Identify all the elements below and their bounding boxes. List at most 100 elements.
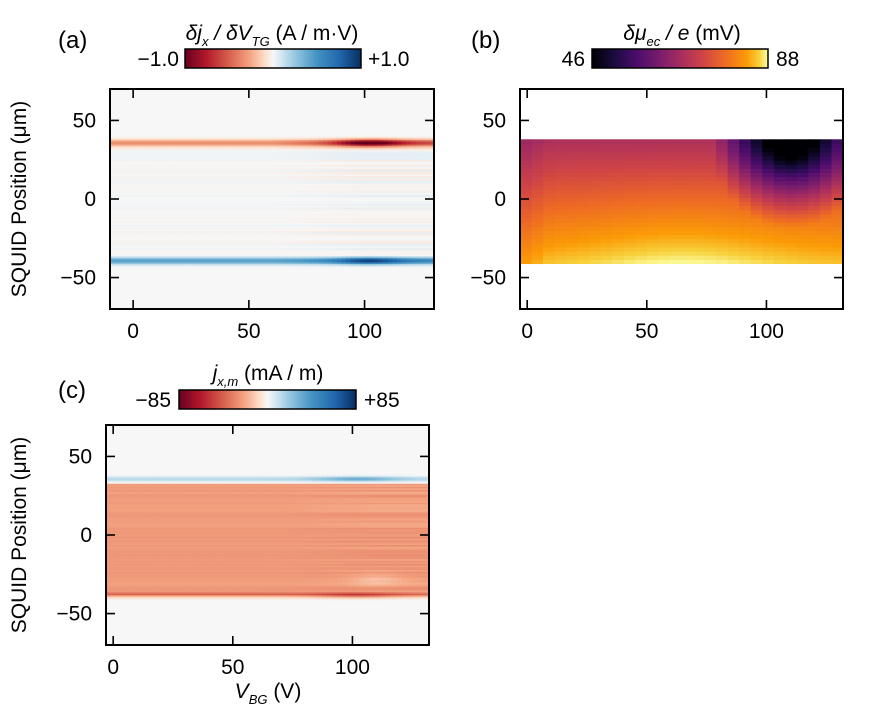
heatmap-cell	[128, 277, 134, 280]
heatmap-cell	[128, 199, 134, 202]
heatmap-cell	[142, 186, 148, 189]
heatmap-cell	[119, 296, 125, 299]
heatmap-cell	[160, 150, 167, 153]
heatmap-cell	[151, 172, 157, 175]
heatmap-cell	[184, 125, 190, 128]
heatmap-cell	[142, 92, 148, 95]
heatmap-cell	[165, 206, 171, 210]
heatmap-cell	[123, 222, 130, 225]
heatmap-cell	[128, 129, 134, 133]
heatmap-cell	[225, 115, 231, 118]
heatmap-cell	[193, 129, 199, 133]
heatmap-cell	[207, 263, 213, 266]
heatmap-cell	[114, 269, 120, 272]
heatmap-cell	[160, 298, 167, 301]
heatmap-cell	[160, 167, 167, 170]
heatmap-cell	[165, 299, 171, 302]
heatmap-cell	[211, 210, 218, 213]
heatmap-cell	[239, 178, 245, 181]
heatmap-cell	[230, 107, 236, 111]
heatmap-cell	[160, 95, 167, 98]
heatmap-cell	[128, 162, 134, 166]
heatmap-cell	[156, 298, 162, 301]
heatmap-cell	[142, 282, 148, 285]
heatmap-cell	[207, 266, 213, 269]
heatmap-cell	[174, 208, 181, 211]
heatmap-cell	[239, 159, 245, 162]
heatmap-cell	[119, 233, 125, 236]
heatmap-cell	[123, 95, 130, 98]
heatmap-cell	[123, 153, 130, 156]
heatmap-cell	[230, 191, 236, 194]
heatmap-cell	[114, 202, 120, 205]
heatmap-cell	[156, 294, 162, 298]
heatmap-cell	[123, 258, 130, 261]
heatmap-cell	[197, 166, 204, 169]
heatmap-cell	[156, 227, 162, 230]
heatmap-cell	[221, 261, 227, 265]
heatmap-cell	[179, 183, 185, 186]
heatmap-cell	[197, 144, 204, 147]
heatmap-cell	[110, 117, 116, 120]
heatmap-cell	[137, 147, 143, 150]
heatmap-cell	[142, 238, 148, 241]
heatmap-cell	[225, 183, 231, 186]
heatmap-cell	[202, 144, 208, 147]
heatmap-cell	[184, 255, 190, 258]
heatmap-cell	[174, 271, 181, 274]
heatmap-cell	[197, 271, 204, 274]
heatmap-cell	[160, 118, 167, 122]
heatmap-cell	[221, 277, 227, 280]
heatmap-cell	[207, 145, 213, 148]
heatmap-cell	[234, 96, 241, 100]
heatmap-cell	[123, 282, 130, 285]
heatmap-cell	[188, 301, 194, 304]
heatmap-cell	[119, 98, 125, 101]
heatmap-cell	[165, 269, 171, 272]
heatmap-cell	[197, 92, 204, 95]
heatmap-cell	[133, 291, 139, 294]
heatmap-cell	[197, 255, 204, 258]
heatmap-cell	[174, 114, 181, 117]
heatmap-cell	[133, 235, 139, 238]
heatmap-cell	[133, 126, 139, 129]
heatmap-cell	[160, 137, 167, 140]
heatmap-cell	[202, 133, 208, 136]
heatmap-cell	[221, 173, 227, 177]
heatmap-cell	[110, 254, 116, 257]
heatmap-cell	[119, 131, 125, 134]
heatmap-cell	[225, 221, 231, 224]
heatmap-cell	[207, 296, 213, 299]
heatmap-cell	[188, 111, 194, 114]
heatmap-cell	[230, 137, 236, 140]
heatmap-cell	[133, 114, 139, 117]
heatmap-cell	[165, 280, 171, 283]
heatmap-cell	[193, 148, 199, 151]
heatmap-cell	[165, 214, 171, 217]
heatmap-cell	[174, 147, 181, 150]
heatmap-cell	[188, 128, 194, 131]
heatmap-cell	[147, 280, 153, 283]
heatmap-cell	[221, 199, 227, 202]
heatmap-cell	[225, 277, 231, 280]
heatmap-cell	[147, 144, 153, 147]
heatmap-cell	[179, 296, 185, 299]
heatmap-cell	[211, 244, 218, 247]
heatmap-cell	[197, 241, 204, 244]
heatmap-a	[110, 89, 435, 310]
heatmap-cell	[207, 162, 213, 166]
heatmap-cell	[142, 274, 148, 277]
heatmap-cell	[225, 144, 231, 147]
heatmap-cell	[211, 104, 218, 107]
heatmap-cell	[128, 230, 134, 233]
heatmap-cell	[207, 180, 213, 183]
heatmap-cell	[160, 180, 167, 183]
heatmap-cell	[179, 128, 185, 131]
heatmap-cell	[216, 277, 222, 280]
heatmap-cell	[230, 126, 236, 129]
heatmap-cell	[123, 238, 130, 241]
heatmap-cell	[239, 93, 245, 96]
heatmap-cell	[119, 238, 125, 241]
heatmap-cell	[119, 172, 125, 175]
heatmap-cell	[170, 144, 176, 147]
